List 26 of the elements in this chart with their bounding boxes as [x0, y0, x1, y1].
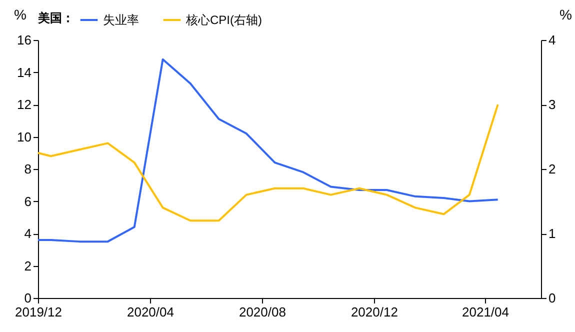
line-series [37, 104, 499, 222]
y-tick-label: 16 [17, 32, 32, 48]
y2-tick-label: 3 [548, 97, 556, 112]
y-tick-label: 4 [24, 226, 32, 241]
y2-tick-label: 4 [548, 32, 556, 48]
x-tick-label: 2020/08 [238, 304, 286, 320]
y-tick-label: 2 [24, 258, 32, 274]
x-tick-label: 2020/04 [126, 304, 174, 320]
y2-tick-label: 2 [548, 162, 556, 176]
y2-tick-label: 1 [548, 226, 556, 241]
x-tick-label: 2020/12 [350, 304, 398, 320]
y-tick-label: 6 [24, 194, 32, 209]
y2-axis-title: % [560, 6, 572, 22]
x-tick-label: 2019/12 [15, 304, 62, 320]
y2-tick-label: 0 [548, 290, 556, 306]
x-tick-label: 2021/04 [462, 304, 510, 320]
legend-title: 美国： [37, 11, 74, 25]
line-series [37, 58, 499, 243]
y-tick-label: 8 [24, 162, 32, 176]
y-tick-label: 10 [17, 129, 32, 144]
y-axis-title: % [14, 6, 26, 22]
y-tick-label: 0 [24, 290, 32, 306]
y-tick-label: 14 [17, 64, 32, 80]
legend-label: 失业率 [103, 13, 139, 27]
y-tick-label: 12 [17, 97, 32, 112]
legend-label: 核心CPI(右轴) [185, 13, 262, 27]
